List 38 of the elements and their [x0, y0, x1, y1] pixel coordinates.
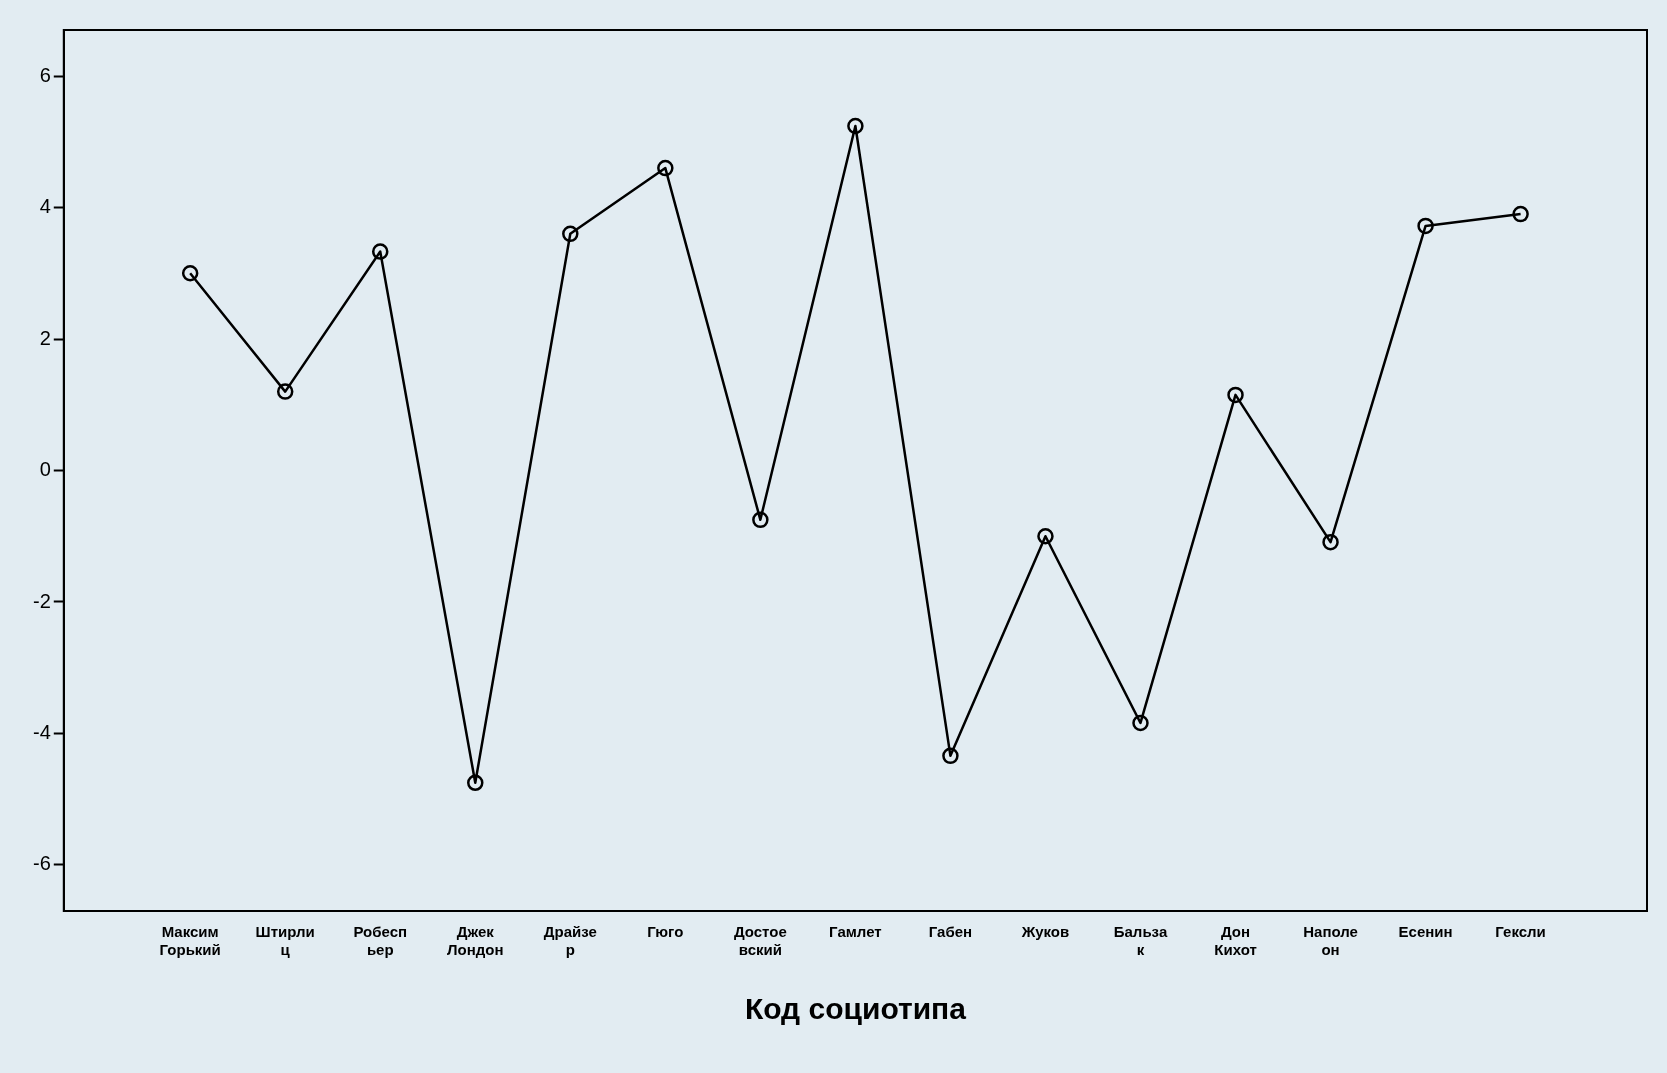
x-tick-label: Габен	[928, 923, 973, 941]
point	[276, 383, 294, 400]
point	[752, 511, 769, 529]
x-tick-label: Дон Кихот	[1214, 923, 1257, 959]
point	[1322, 533, 1339, 551]
x-tick-label: Джек Лондон	[447, 923, 504, 959]
x-tick-label: Достое вский	[733, 923, 787, 959]
x-tick-label: Бальза к	[1113, 923, 1168, 959]
x-tick-label: Наполе он	[1303, 923, 1358, 959]
x-tick-label: Драйзе р	[543, 923, 597, 959]
y-tick-label: -4	[32, 721, 51, 743]
y-tick-label: 2	[39, 326, 51, 349]
x-tick-label: Гексли	[1495, 923, 1546, 941]
y-tick-label: 6	[39, 63, 51, 86]
point	[467, 774, 484, 792]
y-tick-label: 4	[39, 195, 51, 218]
x-tick-label: Гамлет	[829, 923, 882, 941]
point	[657, 159, 674, 177]
point	[1227, 386, 1244, 404]
y-tick-label: -2	[32, 589, 51, 612]
x-tick-label: Штирли ц	[255, 923, 315, 959]
point	[562, 225, 579, 243]
y-tick-label: 0	[39, 458, 51, 481]
point	[1132, 714, 1149, 732]
point	[1417, 217, 1434, 235]
x-tick-label: Робесп ьер	[353, 923, 408, 959]
y-tick-label: -6	[32, 852, 51, 875]
x-tick-label: Гюго	[647, 923, 684, 941]
point	[1512, 205, 1529, 223]
x-tick-label: Максим Горький	[159, 923, 221, 959]
x-tick-label: Жуков	[1020, 923, 1070, 941]
point	[1037, 528, 1054, 545]
x-axis-title: Код социотипа	[744, 992, 967, 1026]
point	[371, 243, 389, 260]
x-tick-label: Есенин	[1398, 923, 1453, 941]
point	[847, 117, 864, 135]
point	[942, 747, 959, 765]
point	[181, 265, 199, 282]
